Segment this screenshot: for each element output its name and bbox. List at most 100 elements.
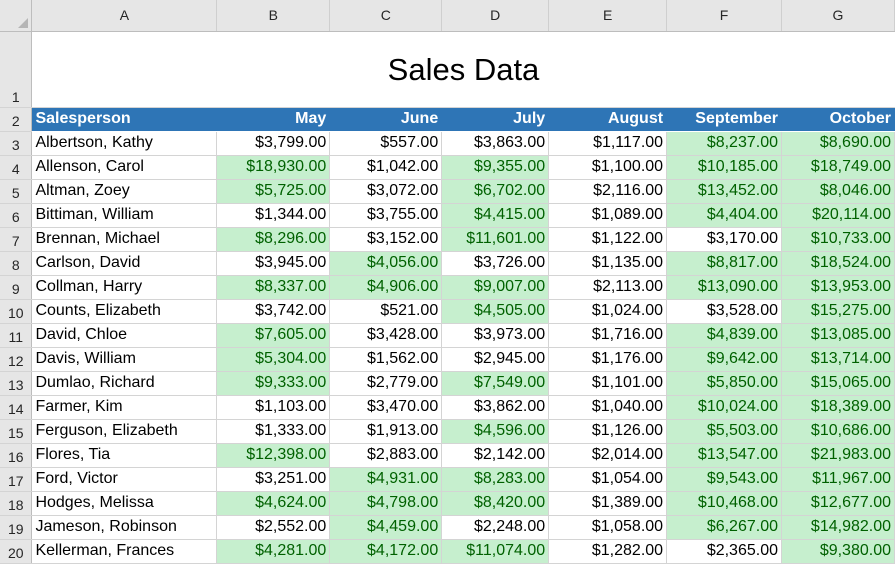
sales-value-cell[interactable]: $9,642.00 xyxy=(666,347,782,372)
sales-value-cell[interactable]: $1,126.00 xyxy=(548,419,668,444)
sales-value-cell[interactable]: $7,605.00 xyxy=(216,323,331,348)
row-header[interactable]: 4 xyxy=(0,155,33,180)
sales-value-cell[interactable]: $5,304.00 xyxy=(216,347,331,372)
sales-value-cell[interactable]: $1,716.00 xyxy=(548,323,668,348)
sales-value-cell[interactable]: $3,170.00 xyxy=(666,227,782,252)
header-october[interactable]: October xyxy=(781,107,895,132)
salesperson-cell[interactable]: Ferguson, Elizabeth xyxy=(31,419,218,444)
sales-value-cell[interactable]: $6,702.00 xyxy=(441,179,550,204)
sales-value-cell[interactable]: $1,562.00 xyxy=(329,347,443,372)
salesperson-cell[interactable]: Dumlao, Richard xyxy=(31,371,218,396)
sales-value-cell[interactable]: $4,056.00 xyxy=(329,251,443,276)
sales-value-cell[interactable]: $10,024.00 xyxy=(666,395,782,420)
sales-value-cell[interactable]: $13,953.00 xyxy=(781,275,895,300)
sales-value-cell[interactable]: $2,248.00 xyxy=(441,515,550,540)
row-header[interactable]: 16 xyxy=(0,443,33,468)
sales-value-cell[interactable]: $1,282.00 xyxy=(548,539,668,564)
sales-value-cell[interactable]: $13,452.00 xyxy=(666,179,782,204)
column-header-d[interactable]: D xyxy=(441,0,550,32)
column-header-a[interactable]: A xyxy=(31,0,218,32)
sales-value-cell[interactable]: $3,470.00 xyxy=(329,395,443,420)
header-salesperson[interactable]: Salesperson xyxy=(31,107,218,132)
sales-value-cell[interactable]: $7,549.00 xyxy=(441,371,550,396)
sales-value-cell[interactable]: $9,380.00 xyxy=(781,539,895,564)
salesperson-cell[interactable]: Flores, Tia xyxy=(31,443,218,468)
sales-value-cell[interactable]: $5,725.00 xyxy=(216,179,331,204)
sales-value-cell[interactable]: $521.00 xyxy=(329,299,443,324)
row-header[interactable]: 19 xyxy=(0,515,33,540)
salesperson-cell[interactable]: Hodges, Melissa xyxy=(31,491,218,516)
column-header-f[interactable]: F xyxy=(666,0,782,32)
sales-value-cell[interactable]: $8,817.00 xyxy=(666,251,782,276)
sales-value-cell[interactable]: $1,117.00 xyxy=(548,131,668,156)
sales-value-cell[interactable]: $1,122.00 xyxy=(548,227,668,252)
sales-value-cell[interactable]: $3,755.00 xyxy=(329,203,443,228)
sales-value-cell[interactable]: $4,281.00 xyxy=(216,539,331,564)
sales-value-cell[interactable]: $8,690.00 xyxy=(781,131,895,156)
sales-value-cell[interactable]: $4,505.00 xyxy=(441,299,550,324)
row-header[interactable]: 12 xyxy=(0,347,33,372)
sales-value-cell[interactable]: $4,839.00 xyxy=(666,323,782,348)
sales-value-cell[interactable]: $2,116.00 xyxy=(548,179,668,204)
sales-value-cell[interactable]: $2,779.00 xyxy=(329,371,443,396)
sales-value-cell[interactable]: $15,065.00 xyxy=(781,371,895,396)
sales-value-cell[interactable]: $2,945.00 xyxy=(441,347,550,372)
sales-value-cell[interactable]: $3,945.00 xyxy=(216,251,331,276)
sales-value-cell[interactable]: $4,931.00 xyxy=(329,467,443,492)
row-header[interactable]: 5 xyxy=(0,179,33,204)
row-header[interactable]: 15 xyxy=(0,419,33,444)
sales-value-cell[interactable]: $1,135.00 xyxy=(548,251,668,276)
sales-value-cell[interactable]: $1,058.00 xyxy=(548,515,668,540)
sales-value-cell[interactable]: $13,714.00 xyxy=(781,347,895,372)
header-september[interactable]: September xyxy=(666,107,782,132)
sales-value-cell[interactable]: $1,913.00 xyxy=(329,419,443,444)
sales-value-cell[interactable]: $1,176.00 xyxy=(548,347,668,372)
column-header-b[interactable]: B xyxy=(216,0,331,32)
sales-value-cell[interactable]: $5,503.00 xyxy=(666,419,782,444)
salesperson-cell[interactable]: Altman, Zoey xyxy=(31,179,218,204)
salesperson-cell[interactable]: Allenson, Carol xyxy=(31,155,218,180)
sales-value-cell[interactable]: $8,283.00 xyxy=(441,467,550,492)
sales-value-cell[interactable]: $4,596.00 xyxy=(441,419,550,444)
sales-value-cell[interactable]: $3,862.00 xyxy=(441,395,550,420)
salesperson-cell[interactable]: Kellerman, Frances xyxy=(31,539,218,564)
sales-value-cell[interactable]: $11,601.00 xyxy=(441,227,550,252)
sales-value-cell[interactable]: $1,040.00 xyxy=(548,395,668,420)
sales-value-cell[interactable]: $8,046.00 xyxy=(781,179,895,204)
sales-value-cell[interactable]: $3,973.00 xyxy=(441,323,550,348)
sales-value-cell[interactable]: $3,863.00 xyxy=(441,131,550,156)
sales-value-cell[interactable]: $1,101.00 xyxy=(548,371,668,396)
row-header[interactable]: 14 xyxy=(0,395,33,420)
row-header[interactable]: 11 xyxy=(0,323,33,348)
sales-value-cell[interactable]: $1,054.00 xyxy=(548,467,668,492)
row-header[interactable]: 17 xyxy=(0,467,33,492)
sales-value-cell[interactable]: $4,415.00 xyxy=(441,203,550,228)
sales-value-cell[interactable]: $11,074.00 xyxy=(441,539,550,564)
salesperson-cell[interactable]: Jameson, Robinson xyxy=(31,515,218,540)
sales-value-cell[interactable]: $3,251.00 xyxy=(216,467,331,492)
sales-value-cell[interactable]: $3,528.00 xyxy=(666,299,782,324)
sales-value-cell[interactable]: $5,850.00 xyxy=(666,371,782,396)
salesperson-cell[interactable]: Bittiman, William xyxy=(31,203,218,228)
sales-value-cell[interactable]: $1,100.00 xyxy=(548,155,668,180)
row-header[interactable]: 9 xyxy=(0,275,33,300)
sales-value-cell[interactable]: $20,114.00 xyxy=(781,203,895,228)
sales-value-cell[interactable]: $2,552.00 xyxy=(216,515,331,540)
sales-value-cell[interactable]: $3,428.00 xyxy=(329,323,443,348)
header-july[interactable]: July xyxy=(441,107,550,132)
sales-value-cell[interactable]: $13,547.00 xyxy=(666,443,782,468)
sales-value-cell[interactable]: $3,152.00 xyxy=(329,227,443,252)
sales-value-cell[interactable]: $18,749.00 xyxy=(781,155,895,180)
sales-value-cell[interactable]: $18,524.00 xyxy=(781,251,895,276)
row-header[interactable]: 3 xyxy=(0,131,33,156)
column-header-c[interactable]: C xyxy=(329,0,443,32)
sales-value-cell[interactable]: $12,677.00 xyxy=(781,491,895,516)
sales-value-cell[interactable]: $10,686.00 xyxy=(781,419,895,444)
sales-value-cell[interactable]: $557.00 xyxy=(329,131,443,156)
sales-value-cell[interactable]: $18,389.00 xyxy=(781,395,895,420)
sales-value-cell[interactable]: $4,798.00 xyxy=(329,491,443,516)
salesperson-cell[interactable]: David, Chloe xyxy=(31,323,218,348)
sales-value-cell[interactable]: $1,344.00 xyxy=(216,203,331,228)
sales-value-cell[interactable]: $3,726.00 xyxy=(441,251,550,276)
sales-value-cell[interactable]: $2,142.00 xyxy=(441,443,550,468)
